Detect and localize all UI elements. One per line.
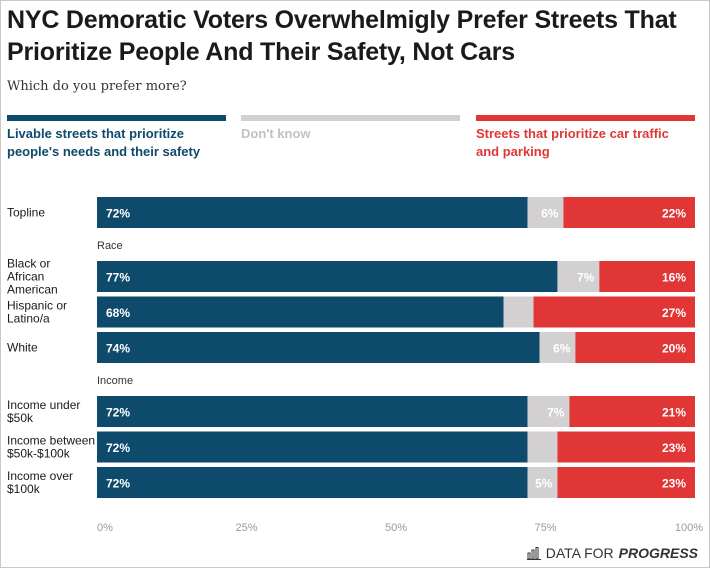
data-label: 72% — [106, 441, 130, 455]
group-label: Income — [97, 375, 133, 387]
row-label: Hispanic or Latino/a — [7, 299, 67, 326]
data-label: 72% — [106, 477, 130, 491]
bar-segment-car-streets — [557, 431, 695, 463]
data-label: 77% — [106, 271, 130, 285]
bar-segment-dont-know — [527, 396, 570, 427]
brand-prefix: DATA FOR — [545, 545, 614, 561]
data-label: 23% — [662, 477, 686, 491]
legend-swatch-car-streets — [476, 115, 695, 121]
bar-segment-dont-know — [503, 296, 534, 328]
legend-label-car-streets: Streets that prioritize car traffic and … — [476, 126, 669, 159]
brand-emphasis: PROGRESS — [618, 545, 698, 561]
row-label: White — [7, 341, 38, 355]
chart-title: NYC Demoratic Voters Overwhelmigly Prefe… — [7, 6, 677, 66]
bar-segment-car-streets — [599, 261, 695, 292]
row-label: Income over $100k — [7, 469, 73, 496]
x-tick-label: 100% — [675, 522, 703, 534]
data-label: 68% — [106, 306, 130, 320]
data-label: 22% — [662, 207, 686, 221]
data-label: 6% — [541, 207, 559, 221]
legend-swatch-dont-know — [241, 115, 460, 121]
data-label: 7% — [547, 406, 565, 420]
row-label: Black or African American — [7, 257, 58, 297]
bar-segment-dont-know — [527, 431, 558, 463]
bar-segment-dont-know — [527, 197, 564, 228]
bar-segment-livable — [97, 261, 558, 292]
data-label: 7% — [577, 271, 595, 285]
chart-subtitle: Which do you prefer more? — [7, 79, 187, 94]
bar-segment-dont-know — [527, 467, 558, 498]
x-tick-label: 75% — [534, 522, 556, 534]
x-tick-label: 50% — [385, 522, 407, 534]
legend-label-livable: Livable streets that prioritize people's… — [7, 126, 201, 159]
data-label: 21% — [662, 406, 686, 420]
bar-segment-livable — [97, 467, 528, 498]
row-label: Income between $50k-$100k — [7, 434, 95, 461]
bar-segment-livable — [97, 431, 528, 463]
data-label: 16% — [662, 271, 686, 285]
data-label: 6% — [553, 342, 571, 356]
bar-segment-car-streets — [533, 296, 695, 328]
bar-segment-car-streets — [569, 396, 695, 427]
footer-brand: DATA FOR PROGRESS — [526, 545, 698, 561]
data-label: 72% — [106, 207, 130, 221]
data-label: 72% — [106, 406, 130, 420]
data-label: 23% — [662, 441, 686, 455]
bar-segment-livable — [97, 396, 528, 427]
group-label: Race — [97, 240, 123, 252]
bar-segment-car-streets — [557, 467, 695, 498]
data-label: 74% — [106, 342, 130, 356]
row-label: Topline — [7, 206, 45, 220]
bar-segment-livable — [97, 197, 528, 228]
x-tick-label: 0% — [97, 522, 113, 534]
data-label: 20% — [662, 342, 686, 356]
bar-segment-livable — [97, 296, 504, 328]
bar-segment-dont-know — [539, 332, 576, 363]
bar-segment-livable — [97, 332, 540, 363]
bar-segment-dont-know — [557, 261, 600, 292]
bar-segment-car-streets — [563, 197, 695, 228]
legend-label-dont-know: Don't know — [241, 126, 311, 141]
x-tick-label: 25% — [235, 522, 257, 534]
bar-segment-car-streets — [575, 332, 695, 363]
data-label: 5% — [535, 477, 553, 491]
data-label: 27% — [662, 306, 686, 320]
legend-swatch-livable — [7, 115, 226, 121]
row-label: Income under $50k — [7, 398, 80, 425]
bar-chart-icon — [526, 546, 541, 560]
